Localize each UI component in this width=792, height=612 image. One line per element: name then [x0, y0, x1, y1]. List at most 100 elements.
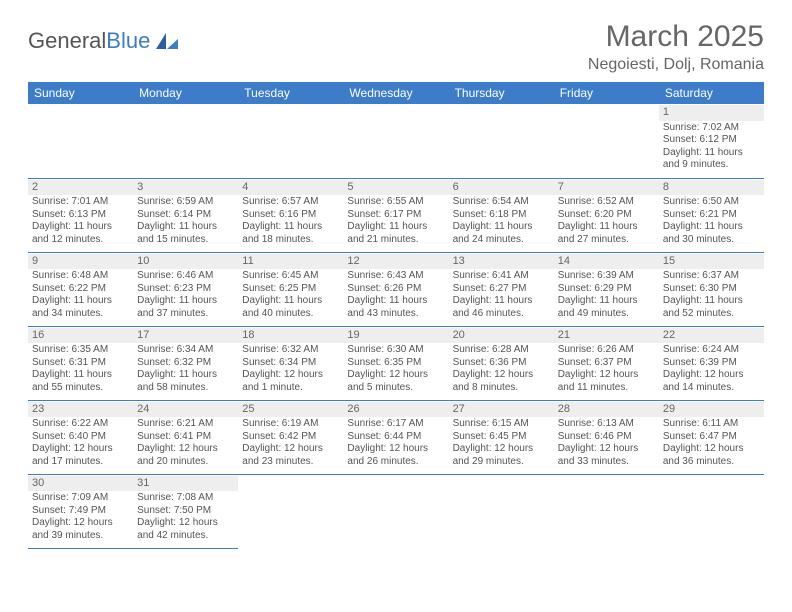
calendar-table: Sunday Monday Tuesday Wednesday Thursday… [28, 82, 764, 549]
daylight-line: Daylight: 11 hours and 12 minutes. [32, 221, 129, 246]
daylight-line: Daylight: 11 hours and 43 minutes. [347, 295, 444, 320]
daylight-line: Daylight: 11 hours and 30 minutes. [663, 221, 760, 246]
day-info: Sunrise: 6:11 AMSunset: 6:47 PMDaylight:… [663, 418, 760, 468]
sunrise-line: Sunrise: 6:11 AM [663, 418, 760, 431]
day-info: Sunrise: 6:37 AMSunset: 6:30 PMDaylight:… [663, 270, 760, 320]
sunset-line: Sunset: 6:18 PM [453, 209, 550, 222]
day-info: Sunrise: 6:43 AMSunset: 6:26 PMDaylight:… [347, 270, 444, 320]
daylight-line: Daylight: 11 hours and 18 minutes. [242, 221, 339, 246]
daylight-line: Daylight: 11 hours and 24 minutes. [453, 221, 550, 246]
sunset-line: Sunset: 6:44 PM [347, 431, 444, 444]
sunset-line: Sunset: 6:12 PM [663, 134, 760, 147]
daylight-line: Daylight: 11 hours and 37 minutes. [137, 295, 234, 320]
daylight-line: Daylight: 12 hours and 26 minutes. [347, 443, 444, 468]
sunrise-line: Sunrise: 6:48 AM [32, 270, 129, 283]
sunrise-line: Sunrise: 6:59 AM [137, 196, 234, 209]
calendar-week-row: 2Sunrise: 7:01 AMSunset: 6:13 PMDaylight… [28, 178, 764, 252]
day-info: Sunrise: 6:39 AMSunset: 6:29 PMDaylight:… [558, 270, 655, 320]
logo-text-general: General [28, 28, 106, 54]
daylight-line: Daylight: 12 hours and 42 minutes. [137, 517, 234, 542]
sunset-line: Sunset: 6:22 PM [32, 283, 129, 296]
sunrise-line: Sunrise: 6:37 AM [663, 270, 760, 283]
day-number: 18 [238, 328, 343, 344]
sunset-line: Sunset: 6:27 PM [453, 283, 550, 296]
day-info: Sunrise: 6:55 AMSunset: 6:17 PMDaylight:… [347, 196, 444, 246]
sunrise-line: Sunrise: 6:39 AM [558, 270, 655, 283]
calendar-week-row: 23Sunrise: 6:22 AMSunset: 6:40 PMDayligh… [28, 400, 764, 474]
day-number: 25 [238, 402, 343, 418]
day-info: Sunrise: 6:57 AMSunset: 6:16 PMDaylight:… [242, 196, 339, 246]
calendar-week-row: 9Sunrise: 6:48 AMSunset: 6:22 PMDaylight… [28, 252, 764, 326]
sunrise-line: Sunrise: 7:09 AM [32, 492, 129, 505]
sunrise-line: Sunrise: 6:35 AM [32, 344, 129, 357]
daylight-line: Daylight: 12 hours and 5 minutes. [347, 369, 444, 394]
day-number: 21 [554, 328, 659, 344]
sunrise-line: Sunrise: 6:55 AM [347, 196, 444, 209]
calendar-day-cell: 14Sunrise: 6:39 AMSunset: 6:29 PMDayligh… [554, 252, 659, 326]
day-info: Sunrise: 6:17 AMSunset: 6:44 PMDaylight:… [347, 418, 444, 468]
daylight-line: Daylight: 11 hours and 34 minutes. [32, 295, 129, 320]
sunrise-line: Sunrise: 6:54 AM [453, 196, 550, 209]
calendar-day-cell: 2Sunrise: 7:01 AMSunset: 6:13 PMDaylight… [28, 178, 133, 252]
day-number: 8 [659, 180, 764, 196]
dayname-friday: Friday [554, 82, 659, 104]
sunset-line: Sunset: 6:25 PM [242, 283, 339, 296]
day-number: 15 [659, 254, 764, 270]
calendar-day-cell: 31Sunrise: 7:08 AMSunset: 7:50 PMDayligh… [133, 474, 238, 548]
sunset-line: Sunset: 6:31 PM [32, 357, 129, 370]
calendar-day-cell: 3Sunrise: 6:59 AMSunset: 6:14 PMDaylight… [133, 178, 238, 252]
day-info: Sunrise: 6:46 AMSunset: 6:23 PMDaylight:… [137, 270, 234, 320]
daylight-line: Daylight: 11 hours and 21 minutes. [347, 221, 444, 246]
day-number: 1 [659, 105, 764, 121]
calendar-day-cell: 20Sunrise: 6:28 AMSunset: 6:36 PMDayligh… [449, 326, 554, 400]
day-info: Sunrise: 6:28 AMSunset: 6:36 PMDaylight:… [453, 344, 550, 394]
day-number: 30 [28, 476, 133, 492]
daylight-line: Daylight: 12 hours and 17 minutes. [32, 443, 129, 468]
calendar-day-cell: 7Sunrise: 6:52 AMSunset: 6:20 PMDaylight… [554, 178, 659, 252]
day-info: Sunrise: 6:41 AMSunset: 6:27 PMDaylight:… [453, 270, 550, 320]
day-info: Sunrise: 6:21 AMSunset: 6:41 PMDaylight:… [137, 418, 234, 468]
day-info: Sunrise: 7:09 AMSunset: 7:49 PMDaylight:… [32, 492, 129, 542]
day-info: Sunrise: 6:30 AMSunset: 6:35 PMDaylight:… [347, 344, 444, 394]
daylight-line: Daylight: 11 hours and 40 minutes. [242, 295, 339, 320]
sunset-line: Sunset: 6:36 PM [453, 357, 550, 370]
daylight-line: Daylight: 12 hours and 39 minutes. [32, 517, 129, 542]
day-info: Sunrise: 6:26 AMSunset: 6:37 PMDaylight:… [558, 344, 655, 394]
sunrise-line: Sunrise: 6:26 AM [558, 344, 655, 357]
day-number: 16 [28, 328, 133, 344]
daylight-line: Daylight: 11 hours and 15 minutes. [137, 221, 234, 246]
day-number: 13 [449, 254, 554, 270]
day-number: 19 [343, 328, 448, 344]
dayname-thursday: Thursday [449, 82, 554, 104]
calendar-day-cell [28, 104, 133, 178]
calendar-day-cell: 11Sunrise: 6:45 AMSunset: 6:25 PMDayligh… [238, 252, 343, 326]
calendar-day-cell: 23Sunrise: 6:22 AMSunset: 6:40 PMDayligh… [28, 400, 133, 474]
sunset-line: Sunset: 6:34 PM [242, 357, 339, 370]
day-info: Sunrise: 6:13 AMSunset: 6:46 PMDaylight:… [558, 418, 655, 468]
sunrise-line: Sunrise: 6:32 AM [242, 344, 339, 357]
daylight-line: Daylight: 12 hours and 20 minutes. [137, 443, 234, 468]
calendar-day-cell [449, 104, 554, 178]
day-number: 9 [28, 254, 133, 270]
day-number: 24 [133, 402, 238, 418]
sunrise-line: Sunrise: 7:01 AM [32, 196, 129, 209]
calendar-day-cell: 25Sunrise: 6:19 AMSunset: 6:42 PMDayligh… [238, 400, 343, 474]
calendar-day-cell: 27Sunrise: 6:15 AMSunset: 6:45 PMDayligh… [449, 400, 554, 474]
daylight-line: Daylight: 12 hours and 33 minutes. [558, 443, 655, 468]
sunrise-line: Sunrise: 6:13 AM [558, 418, 655, 431]
calendar-day-cell: 9Sunrise: 6:48 AMSunset: 6:22 PMDaylight… [28, 252, 133, 326]
calendar-day-cell: 15Sunrise: 6:37 AMSunset: 6:30 PMDayligh… [659, 252, 764, 326]
calendar-day-cell [238, 104, 343, 178]
calendar-day-cell: 1Sunrise: 7:02 AMSunset: 6:12 PMDaylight… [659, 104, 764, 178]
dayname-sunday: Sunday [28, 82, 133, 104]
calendar-day-cell: 12Sunrise: 6:43 AMSunset: 6:26 PMDayligh… [343, 252, 448, 326]
calendar-day-cell [554, 474, 659, 548]
calendar-day-cell: 28Sunrise: 6:13 AMSunset: 6:46 PMDayligh… [554, 400, 659, 474]
day-number: 22 [659, 328, 764, 344]
sunrise-line: Sunrise: 6:19 AM [242, 418, 339, 431]
daylight-line: Daylight: 11 hours and 49 minutes. [558, 295, 655, 320]
sunset-line: Sunset: 6:41 PM [137, 431, 234, 444]
calendar-day-cell: 16Sunrise: 6:35 AMSunset: 6:31 PMDayligh… [28, 326, 133, 400]
location-subtitle: Negoiesti, Dolj, Romania [588, 56, 764, 74]
sunrise-line: Sunrise: 6:17 AM [347, 418, 444, 431]
